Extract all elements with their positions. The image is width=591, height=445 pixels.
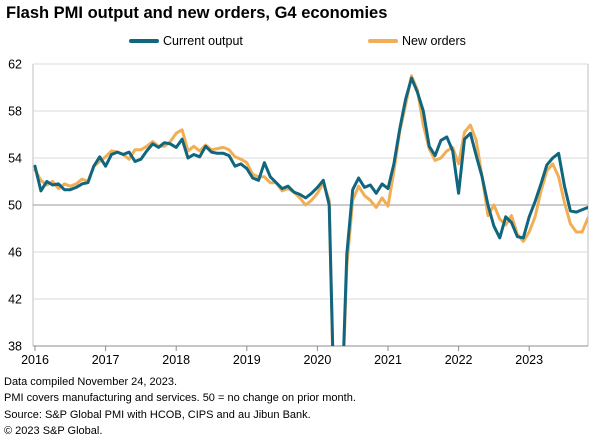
legend-swatch-output xyxy=(129,39,159,43)
x-axis: 2016 2017 2018 2019 2020 2021 2022 2023 xyxy=(21,345,588,367)
x-tick-label-2016: 2016 xyxy=(21,353,49,367)
legend: Current output New orders xyxy=(0,34,591,54)
x-tick-label-2023: 2023 xyxy=(515,353,543,367)
y-tick-label-62: 62 xyxy=(8,58,22,72)
y-tick-label-46: 46 xyxy=(8,246,22,260)
series-line-new-orders xyxy=(33,74,588,346)
y-tick-label-58: 58 xyxy=(8,105,22,119)
series-lines xyxy=(33,74,588,346)
footnotes: Data compiled November 24, 2023. PMI cov… xyxy=(4,374,356,439)
y-tick-label-42: 42 xyxy=(8,293,22,307)
note-pmi-coverage: PMI covers manufacturing and services. 5… xyxy=(4,392,356,405)
note-source: Source: S&P Global PMI with HCOB, CIPS a… xyxy=(4,408,311,421)
y-tick-label-50: 50 xyxy=(8,199,22,213)
x-tick-label-2018: 2018 xyxy=(162,353,190,367)
series-line-current-output xyxy=(33,76,588,346)
x-tick-label-2017: 2017 xyxy=(92,353,120,367)
x-tick-label-2021: 2021 xyxy=(374,353,402,367)
y-tick-label-38: 38 xyxy=(8,340,22,354)
legend-item-orders: New orders xyxy=(368,34,466,48)
note-data-compiled: Data compiled November 24, 2023. xyxy=(4,376,178,388)
y-axis-tick-labels: 38 42 46 50 54 58 62 xyxy=(8,58,22,354)
chart-title: Flash PMI output and new orders, G4 econ… xyxy=(6,4,388,22)
x-tick-label-2020: 2020 xyxy=(303,353,331,367)
legend-label-output: Current output xyxy=(163,34,243,48)
gridlines xyxy=(32,63,589,347)
x-tick-label-2022: 2022 xyxy=(445,353,473,367)
y-tick-label-54: 54 xyxy=(8,152,22,166)
legend-label-orders: New orders xyxy=(402,34,466,48)
legend-swatch-orders xyxy=(368,39,398,43)
x-tick-label-2019: 2019 xyxy=(233,353,261,367)
legend-item-output: Current output xyxy=(129,34,243,48)
note-copyright: © 2023 S&P Global. xyxy=(4,424,103,437)
